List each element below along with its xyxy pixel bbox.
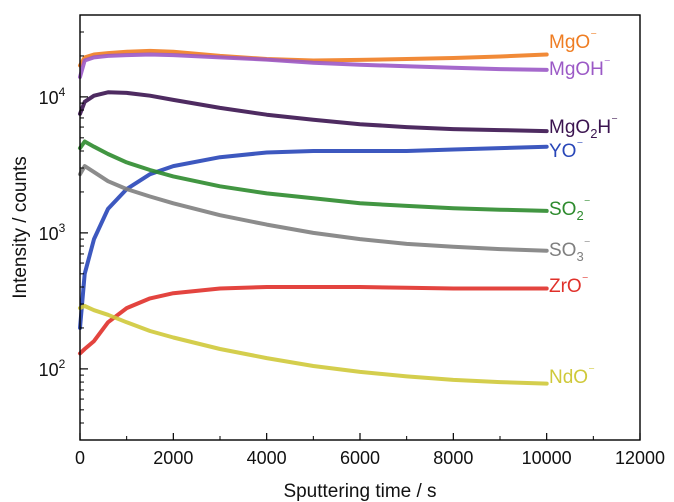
series-label: MgO2H⁻	[549, 113, 618, 141]
series-label: SO3⁻	[549, 236, 591, 264]
series-label: MgO⁻	[549, 28, 597, 53]
series-label: SO2⁻	[549, 195, 591, 223]
x-tick-label: 6000	[340, 448, 380, 468]
series-line	[78, 139, 549, 213]
series-line	[78, 90, 549, 134]
x-axis-title: Sputtering time / s	[283, 481, 436, 502]
y-tick-label: 104	[39, 85, 66, 108]
series-line	[78, 304, 549, 386]
series-line	[78, 285, 549, 356]
plot-lines	[78, 48, 549, 386]
series-line	[78, 164, 549, 253]
series-label: MgOH⁻	[549, 55, 611, 80]
y-tick-label: 103	[39, 221, 66, 244]
x-tick-label: 4000	[247, 448, 287, 468]
x-tick-label: 12000	[615, 448, 665, 468]
series-line	[78, 52, 549, 79]
series-label: NdO⁻	[549, 363, 595, 388]
y-axis: 102 103 104	[39, 14, 88, 441]
x-axis: 0 2000 4000 6000 8000 10000 12000	[75, 433, 665, 468]
series-label: YO⁻	[549, 137, 583, 162]
series-labels: MgO⁻MgOH⁻ MgO2H⁻YO⁻ SO2⁻ SO3⁻ ZrO⁻ NdO⁻	[549, 28, 618, 388]
series-line	[78, 144, 549, 330]
x-tick-label: 2000	[153, 448, 193, 468]
y-tick-label: 102	[39, 357, 66, 380]
x-tick-label: 0	[75, 448, 85, 468]
x-tick-label: 8000	[433, 448, 473, 468]
x-tick-label: 10000	[522, 448, 572, 468]
series-label: ZrO⁻	[549, 272, 589, 297]
y-axis-title: Intensity / counts	[10, 156, 31, 299]
